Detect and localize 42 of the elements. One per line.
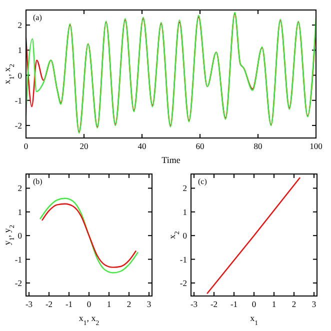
y-tick-label: -1 xyxy=(14,95,22,106)
y-tick-label: 0 xyxy=(18,230,22,241)
x-tick-label: -3 xyxy=(25,299,33,309)
x-tick-label: -1 xyxy=(65,299,73,309)
x-tick-label: 40 xyxy=(138,141,146,151)
x-tick-label: 100 xyxy=(310,141,322,151)
y-tick-label: 0 xyxy=(18,70,22,80)
x-tick-label: 0 xyxy=(86,299,92,309)
x-tick-label: 20 xyxy=(80,141,88,151)
x-tick-label: -2 xyxy=(210,299,218,309)
line-series xyxy=(39,198,139,274)
y-tick-label: 1 xyxy=(18,45,22,56)
y-tick-label: 1 xyxy=(182,206,187,217)
x-tick-label: 1 xyxy=(272,299,276,309)
annotation: (b) xyxy=(33,177,43,186)
y-tick-label: -2 xyxy=(180,278,187,288)
y-tick-label: 2 xyxy=(182,183,187,194)
y-tick-label: 1 xyxy=(18,206,22,217)
annotation: (c) xyxy=(198,177,208,186)
y-tick-label: -1 xyxy=(180,254,187,264)
annotation: (a) xyxy=(33,13,42,22)
x-tick-label: -2 xyxy=(45,299,53,309)
x-tick-label: -3 xyxy=(190,299,198,309)
x-tick-label: 0 xyxy=(252,299,256,309)
x-tick-label: 3 xyxy=(146,299,152,309)
y-tick-label: 0 xyxy=(182,230,187,241)
line-series xyxy=(41,203,137,268)
x-tick-label: 60 xyxy=(196,141,204,151)
y-tick-label: -2 xyxy=(14,278,22,288)
x-axis-title: Time xyxy=(162,155,180,165)
x-tick-label: 2 xyxy=(126,299,132,309)
x-tick-label: 1 xyxy=(106,299,112,309)
y-tick-label: 2 xyxy=(18,20,22,30)
y-tick-label: -2 xyxy=(14,120,22,130)
x-tick-label: 80 xyxy=(254,141,262,151)
x-tick-label: 2 xyxy=(292,299,296,309)
x-tick-label: 3 xyxy=(312,299,316,309)
y-tick-label: 2 xyxy=(18,183,22,194)
x-axis-title: x$_{1}$ xyxy=(250,313,258,326)
x-axis-title: x$_{1}$, x$_{2}$ xyxy=(78,313,100,326)
y-tick-label: -1 xyxy=(14,254,22,264)
x-tick-label: -1 xyxy=(230,299,238,309)
